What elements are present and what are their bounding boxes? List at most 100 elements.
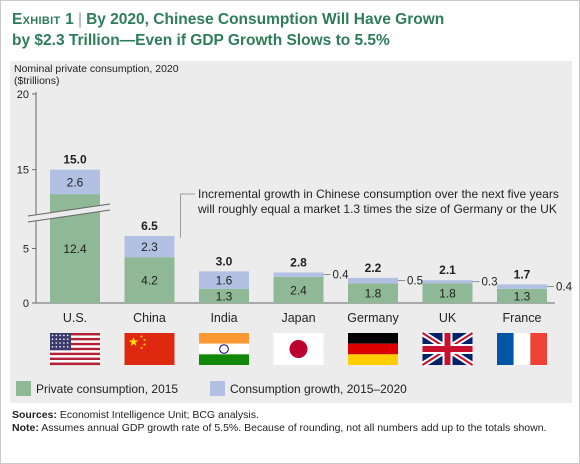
france-flag-red — [530, 333, 547, 365]
japan-flag-sun — [289, 340, 308, 358]
us-flag-star — [51, 346, 54, 348]
sources-line: Sources: Economist Intelligence Unit; BC… — [12, 409, 572, 422]
us-flag-star — [63, 334, 65, 337]
footer: Sources: Economist Intelligence Unit; BC… — [12, 409, 572, 435]
us-flag-stripe — [50, 340, 100, 343]
axis-break-line — [27, 209, 111, 223]
category-label: France — [503, 311, 542, 325]
us-flag-star — [63, 346, 65, 348]
title-separator: | — [78, 11, 83, 28]
category-label: Japan — [281, 311, 315, 325]
legend-label-growth: Consumption growth, 2015–2020 — [230, 382, 407, 396]
india-flag-chakra — [219, 344, 229, 354]
exhibit-title: Exhibit 1 | By 2020, Chinese Consumption W… — [12, 9, 572, 51]
bar-total-label: 2.2 — [365, 261, 382, 275]
bar-label-private: 1.8 — [439, 287, 456, 301]
bar-label-growth: 0.5 — [407, 276, 423, 288]
us-flag-star — [66, 334, 69, 337]
bar-private-consumption — [348, 283, 398, 303]
category-label: India — [210, 311, 237, 325]
us-flag-star — [55, 342, 58, 344]
bar-total-label: 15.0 — [63, 153, 87, 167]
bar-label-growth: 2.3 — [141, 240, 158, 254]
india-flag-icon — [199, 333, 249, 344]
bar-label-private: 4.2 — [141, 274, 158, 288]
annotation-connector — [180, 193, 195, 238]
axis-break-band — [28, 204, 110, 222]
us-flag-star — [63, 338, 65, 341]
note-label: Note: — [12, 422, 39, 434]
germany-flag-red — [348, 343, 398, 355]
china-flag-small-star — [139, 346, 144, 350]
us-flag-star — [66, 338, 69, 341]
bar-label-growth: 0.4 — [333, 270, 350, 282]
bar-consumption-growth — [50, 169, 100, 195]
bar-consumption-growth — [199, 271, 249, 289]
china-flag-small-star — [139, 334, 144, 338]
us-flag-star — [59, 338, 61, 341]
bar-total-label: 2.1 — [439, 263, 456, 277]
y-tick-label: 20 — [17, 89, 29, 101]
bar-total-label: 3.0 — [216, 254, 233, 268]
axis-break-line — [27, 203, 111, 217]
category-label: Germany — [347, 311, 399, 325]
us-flag-stripe — [50, 347, 100, 351]
title-line-1: By 2020, Chinese Consumption Will Have G… — [86, 11, 445, 28]
bar-consumption-growth — [497, 284, 547, 289]
bar-total-label: 2.8 — [290, 255, 307, 269]
legend-swatch-private — [16, 381, 31, 396]
china-flag-big-star — [128, 337, 139, 347]
bar-total-label: 1.7 — [514, 267, 531, 281]
us-flag-star — [59, 334, 61, 337]
annotation-line-2: will roughly equal a market 1.3 times th… — [197, 202, 557, 216]
us-flag-star — [51, 334, 54, 337]
us-flag-star — [55, 334, 58, 337]
y-axis-title-line-1: Nominal private consumption, 2020 — [14, 63, 179, 75]
exhibit-label: Exhibit 1 — [12, 11, 75, 28]
germany-flag-icon — [348, 333, 398, 344]
bar-label-private: 2.4 — [290, 283, 307, 297]
china-flag-small-star — [142, 342, 147, 346]
bar-label-private: 1.8 — [365, 287, 382, 301]
germany-flag-gold — [348, 354, 398, 365]
us-flag-star — [59, 342, 61, 344]
us-flag-star — [66, 342, 69, 344]
us-flag-star — [63, 342, 65, 344]
india-flag-white — [199, 343, 249, 355]
bar-consumption-growth — [273, 272, 324, 277]
bar-label-growth: 0.3 — [482, 277, 498, 289]
china-flag-icon — [124, 333, 175, 365]
bar-label-private: 12.4 — [63, 242, 87, 256]
sources-label: Sources: — [12, 409, 57, 421]
bar-label-growth: 0.4 — [556, 282, 572, 294]
bar-label-private: 1.3 — [514, 289, 531, 303]
category-label: China — [133, 311, 166, 325]
bar-total-label: 6.5 — [141, 219, 158, 233]
bar-label-growth: 1.6 — [216, 274, 233, 288]
us-flag-stripe — [50, 335, 100, 339]
us-flag-star — [59, 346, 61, 348]
us-flag-stripe — [50, 342, 100, 346]
legend-swatch-growth — [210, 381, 225, 396]
france-flag-white — [513, 333, 531, 365]
bar-label-growth: 2.6 — [67, 175, 84, 189]
stacked-bar-chart: Nominal private consumption, 2020($trill… — [14, 63, 572, 396]
bar-consumption-growth — [422, 280, 473, 284]
us-flag-stripe — [50, 362, 100, 366]
sources-text: Economist Intelligence Unit; BCG analysi… — [59, 409, 259, 421]
title-line-2: by $2.3 Trillion—Even if GDP Growth Slow… — [12, 32, 390, 49]
china-flag-small-star — [142, 338, 147, 342]
us-flag-star — [51, 342, 54, 344]
us-flag-icon — [50, 333, 71, 351]
y-tick-label: 5 — [23, 243, 29, 255]
us-flag-star — [55, 346, 58, 348]
us-flag-stripe — [50, 345, 100, 348]
uk-flag-cross-red — [422, 346, 473, 352]
us-flag-stripe — [50, 357, 100, 361]
bar-label-private: 1.3 — [216, 289, 233, 303]
y-axis-title-line-2: ($trillions) — [14, 75, 60, 87]
us-flag-stripe — [50, 360, 100, 363]
france-flag-icon — [497, 333, 514, 365]
us-flag-stripe — [50, 355, 100, 358]
us-flag-star — [55, 338, 58, 341]
